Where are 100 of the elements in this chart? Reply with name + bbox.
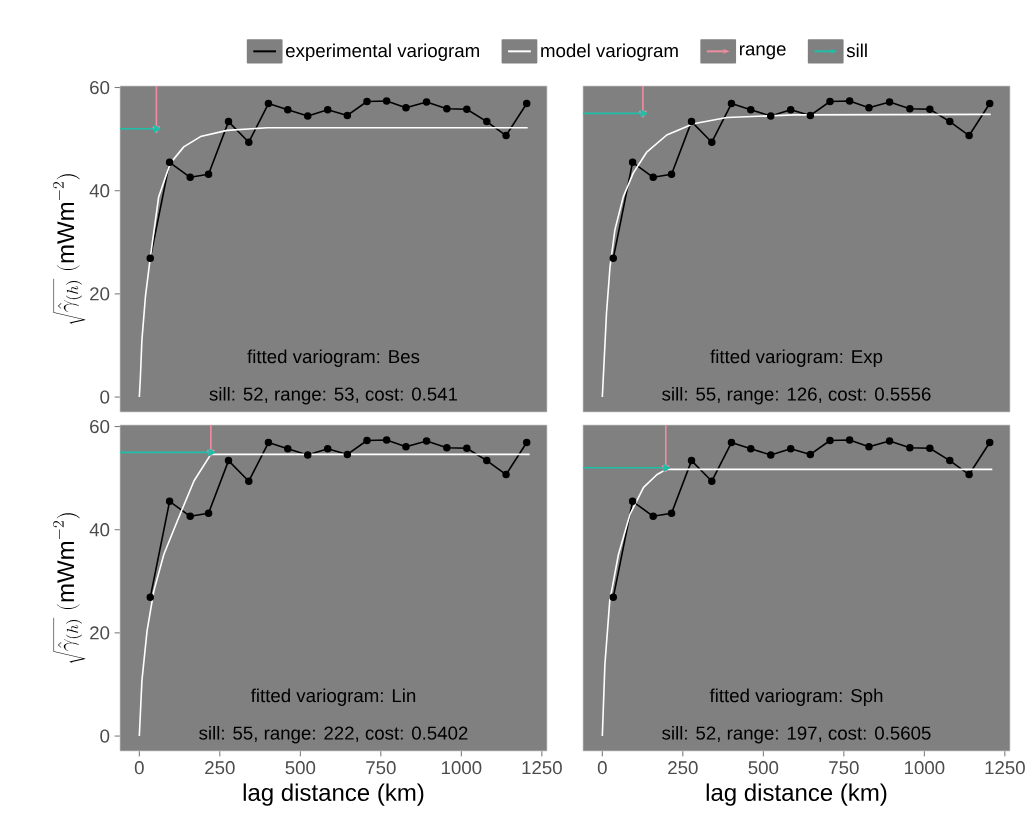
x-tick-label: 750 <box>366 761 396 775</box>
point <box>845 97 854 105</box>
point <box>806 111 815 120</box>
annotation: fitted variogram: Lin <box>250 688 416 706</box>
point <box>463 444 471 452</box>
point <box>343 111 352 120</box>
annotation: fitted variogram: Exp <box>710 349 883 367</box>
point <box>885 98 894 106</box>
point <box>245 477 253 485</box>
point <box>609 254 618 263</box>
point <box>826 97 834 106</box>
point <box>926 444 934 452</box>
point <box>885 437 894 445</box>
x-axis-title: lag distance (km) <box>706 783 887 806</box>
point <box>687 456 696 465</box>
point <box>906 443 914 452</box>
point <box>786 445 795 453</box>
x-tick-label: 1000 <box>442 761 482 775</box>
x-tick-label: 250 <box>668 761 698 775</box>
point <box>767 451 775 459</box>
point <box>264 99 273 108</box>
x-tick-label: 0 <box>597 761 607 775</box>
point <box>402 103 410 112</box>
point <box>628 497 637 506</box>
y-tick-label: 20 <box>90 287 110 301</box>
x-tick-label: 1250 <box>985 761 1025 775</box>
point <box>845 436 854 444</box>
point <box>747 106 755 114</box>
x-tick-label: 750 <box>829 761 859 775</box>
point <box>422 98 431 106</box>
annotation: fitted variogram: Bes <box>247 349 420 367</box>
point <box>946 117 954 126</box>
annotation: sill: 55, range: 126, cost: 0.5556 <box>662 387 931 405</box>
point <box>323 445 332 453</box>
y-axis-title: $\sqrt{\hat{\gamma}_{(h)}}\ (\mathrm{mWm}^{-2})$ <box>52 174 86 325</box>
point <box>402 442 410 451</box>
annotation: fitted variogram: Sph <box>709 688 883 706</box>
point <box>708 138 716 146</box>
point <box>649 512 657 521</box>
legend-label: experimental variogram <box>286 43 479 61</box>
x-tick-label: 500 <box>285 761 316 775</box>
point <box>323 106 332 114</box>
point <box>708 477 716 485</box>
point <box>284 106 292 114</box>
point <box>865 103 873 112</box>
point <box>906 104 914 113</box>
point <box>463 105 471 113</box>
y-tick-label: 0 <box>100 390 110 404</box>
annotation: sill: 52, range: 53, cost: 0.541 <box>209 387 458 405</box>
x-tick-label: 250 <box>205 761 235 775</box>
x-axis-title: lag distance (km) <box>243 783 424 806</box>
y-tick-label: 40 <box>89 523 110 537</box>
point <box>522 438 531 447</box>
y-axis-title: $\sqrt{\hat{\gamma}_{(h)}}\ (\mathrm{mWm}^{-2})$ <box>52 513 86 664</box>
point <box>826 436 834 445</box>
point <box>926 105 934 113</box>
point <box>165 497 174 506</box>
y-tick-label: 60 <box>90 419 110 434</box>
point <box>363 436 371 445</box>
x-tick-label: 0 <box>134 761 144 775</box>
legend-label: range <box>739 45 786 60</box>
point <box>363 97 371 106</box>
point <box>806 450 815 459</box>
point <box>146 254 154 263</box>
point <box>865 442 873 451</box>
y-tick-label: 60 <box>90 80 110 95</box>
point <box>985 438 994 447</box>
legend-label: sill <box>846 43 867 58</box>
point <box>609 593 618 602</box>
point <box>687 117 696 126</box>
point <box>204 509 213 517</box>
point <box>245 138 253 146</box>
x-tick-label: 1000 <box>905 761 945 775</box>
point <box>443 443 451 452</box>
point <box>382 97 391 105</box>
annotation: sill: 52, range: 197, cost: 0.5605 <box>662 726 931 744</box>
point <box>443 104 451 113</box>
point <box>146 593 154 602</box>
point <box>224 117 233 126</box>
y-tick-label: 40 <box>89 184 110 198</box>
point <box>304 112 312 120</box>
point <box>628 158 637 167</box>
point <box>483 117 491 126</box>
point <box>946 456 954 465</box>
point <box>965 131 973 140</box>
point <box>502 470 510 479</box>
point <box>264 438 273 447</box>
y-tick-label: 0 <box>100 729 110 743</box>
x-tick-label: 500 <box>748 761 779 775</box>
point <box>483 456 491 465</box>
point <box>667 170 676 178</box>
legend-label: model variogram <box>541 43 678 61</box>
point <box>786 106 795 114</box>
annotation: sill: 55, range: 222, cost: 0.5402 <box>199 726 468 744</box>
y-tick-label: 20 <box>90 626 110 640</box>
point <box>747 445 755 453</box>
point <box>727 438 736 447</box>
point <box>186 512 194 521</box>
point <box>165 158 174 167</box>
point <box>382 436 391 444</box>
